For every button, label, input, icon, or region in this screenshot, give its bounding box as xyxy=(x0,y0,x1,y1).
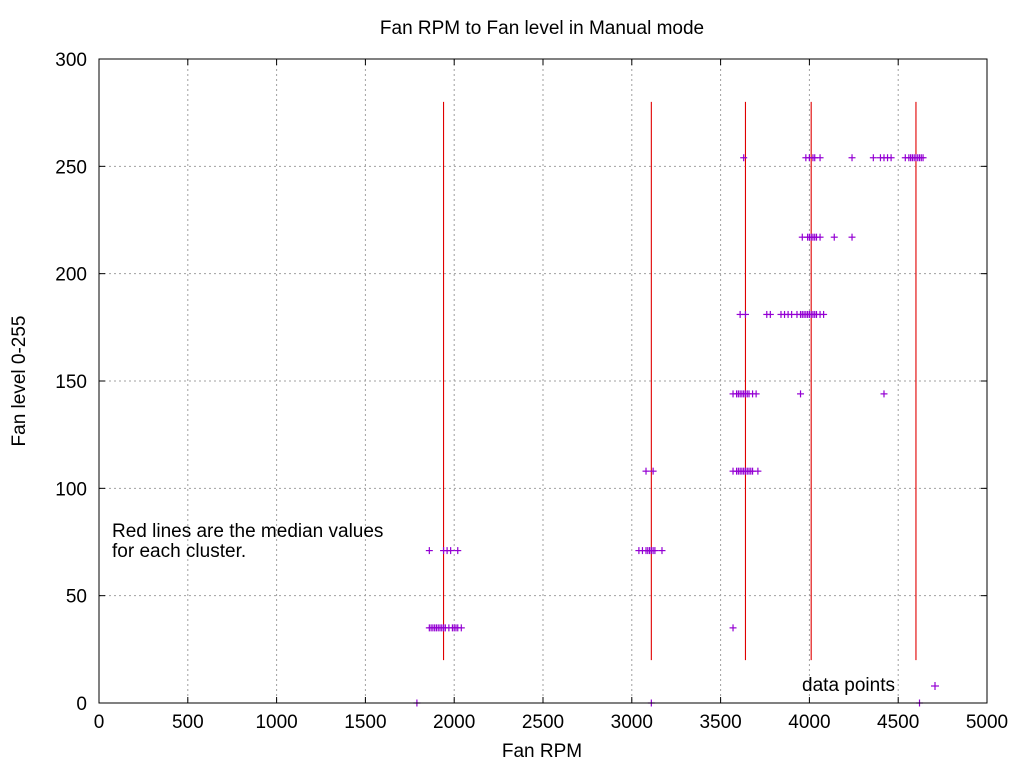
x-tick-label: 500 xyxy=(172,712,204,733)
data-point xyxy=(816,154,824,162)
y-tick-label: 150 xyxy=(55,372,87,393)
data-point xyxy=(766,310,774,318)
data-point xyxy=(880,390,888,398)
y-tick-label: 200 xyxy=(55,265,87,286)
data-point xyxy=(830,233,838,241)
data-point xyxy=(651,547,659,555)
data-point xyxy=(848,154,856,162)
data-point xyxy=(425,547,433,555)
legend-marker xyxy=(931,682,939,690)
x-tick-label: 1500 xyxy=(344,712,386,733)
x-tick-label: 2000 xyxy=(433,712,475,733)
grid-lines xyxy=(99,59,987,703)
data-point xyxy=(454,547,462,555)
x-tick-label: 4000 xyxy=(788,712,830,733)
data-point xyxy=(754,467,762,475)
data-point xyxy=(649,467,657,475)
x-tick-label: 0 xyxy=(94,712,105,733)
data-point xyxy=(820,310,828,318)
x-tick-label: 5000 xyxy=(966,712,1008,733)
data-points xyxy=(413,154,927,707)
x-tick-label: 1000 xyxy=(255,712,297,733)
axis-ticks: 0 500 1000 1500 2000 2500 3000 3500 4000 4500 5000… xyxy=(55,50,1008,733)
y-tick-label: 50 xyxy=(66,587,87,608)
data-point xyxy=(447,547,455,555)
y-tick-label: 0 xyxy=(76,694,87,715)
data-point xyxy=(741,310,749,318)
data-point xyxy=(457,624,465,632)
data-point xyxy=(752,390,760,398)
legend: data points xyxy=(802,675,939,696)
x-axis-title: Fan RPM xyxy=(502,741,582,762)
x-tick-label: 4500 xyxy=(877,712,919,733)
data-point xyxy=(729,624,737,632)
x-tick-label: 3500 xyxy=(699,712,741,733)
median-lines xyxy=(442,101,917,661)
y-axis-title: Fan level 0-255 xyxy=(9,316,30,447)
y-tick-label: 300 xyxy=(55,50,87,71)
chart-title: Fan RPM to Fan level in Manual mode xyxy=(380,18,704,39)
data-point xyxy=(919,154,927,162)
data-point xyxy=(658,547,666,555)
x-tick-label: 2500 xyxy=(522,712,564,733)
legend-label: data points xyxy=(802,675,895,696)
data-point xyxy=(642,467,650,475)
data-point xyxy=(869,154,877,162)
data-point xyxy=(848,233,856,241)
data-point xyxy=(887,154,895,162)
data-point xyxy=(816,233,824,241)
data-point xyxy=(797,390,805,398)
data-point xyxy=(740,154,748,162)
annotation-line-1: Red lines are the median values xyxy=(112,521,383,542)
annotation-line-2: for each cluster. xyxy=(112,541,246,562)
x-tick-label: 3000 xyxy=(611,712,653,733)
y-tick-label: 100 xyxy=(55,479,87,500)
y-tick-label: 250 xyxy=(55,157,87,178)
